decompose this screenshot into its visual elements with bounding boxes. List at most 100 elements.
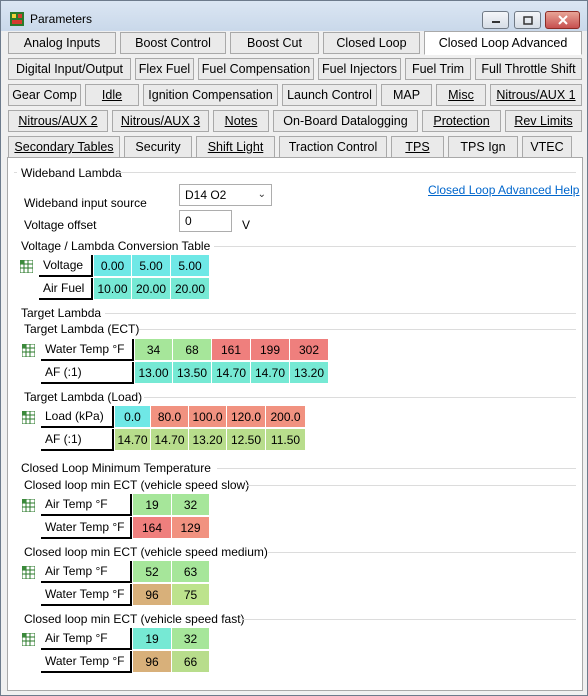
- ect-temp-cell[interactable]: 161: [212, 339, 251, 361]
- tab-ignition-compensation[interactable]: Ignition Compensation: [143, 84, 278, 106]
- load-kpa-cell[interactable]: 80.0: [151, 406, 189, 428]
- medium-water-cell[interactable]: 75: [172, 584, 210, 606]
- medium-air-cell[interactable]: 63: [172, 561, 210, 583]
- tab-secondary-tables-label: Secondary Tables: [14, 140, 114, 154]
- maximize-icon: [522, 15, 533, 25]
- tab-nitrous-aux-3[interactable]: Nitrous/AUX 3: [112, 110, 209, 132]
- min-temp-medium-title: Closed loop min ECT (vehicle speed mediu…: [24, 545, 268, 559]
- tab-shift-light[interactable]: Shift Light: [196, 136, 275, 158]
- wideband-input-source-label: Wideband input source: [24, 196, 147, 210]
- table-grid-icon: [20, 260, 33, 273]
- tab-onboard-datalogging[interactable]: On-Board Datalogging: [273, 110, 418, 132]
- slow-air-cell[interactable]: 19: [133, 494, 172, 516]
- min-temp-title: Closed Loop Minimum Temperature: [21, 461, 211, 475]
- minimize-button[interactable]: [482, 11, 509, 29]
- maximize-button[interactable]: [514, 11, 541, 29]
- conversion-airfuel-cell[interactable]: 20.00: [171, 278, 210, 300]
- tab-flex-fuel[interactable]: Flex Fuel: [135, 58, 194, 80]
- tab-tps[interactable]: TPS: [391, 136, 444, 158]
- load-af-cell[interactable]: 13.20: [189, 429, 227, 451]
- slow-air-cell[interactable]: 32: [172, 494, 210, 516]
- tab-protection[interactable]: Protection: [422, 110, 501, 132]
- ect-af-cell[interactable]: 13.50: [173, 362, 212, 384]
- tab-misc-label: Misc: [448, 88, 474, 102]
- wideband-input-source-select[interactable]: D14 O2 ⌄: [179, 184, 272, 206]
- divider: [139, 329, 576, 330]
- fast-water-cell[interactable]: 66: [172, 651, 210, 673]
- tab-closed-loop-advanced[interactable]: Closed Loop Advanced: [424, 31, 582, 55]
- medium-water-cell[interactable]: 96: [133, 584, 172, 606]
- ect-af-cell[interactable]: 13.20: [290, 362, 329, 384]
- medium-row-label-water-temp: Water Temp °F: [41, 584, 132, 606]
- tab-rev-limits[interactable]: Rev Limits: [505, 110, 582, 132]
- conversion-airfuel-cell[interactable]: 10.00: [94, 278, 132, 300]
- tab-fuel-injectors[interactable]: Fuel Injectors: [318, 58, 401, 80]
- conversion-airfuel-cell[interactable]: 20.00: [132, 278, 171, 300]
- close-button[interactable]: [545, 11, 580, 29]
- load-kpa-cell[interactable]: 120.0: [227, 406, 266, 428]
- tab-secondary-tables[interactable]: Secondary Tables: [8, 136, 120, 158]
- fast-air-cell[interactable]: 19: [133, 628, 172, 650]
- voltage-offset-input[interactable]: 0: [179, 210, 232, 232]
- slow-water-cell[interactable]: 129: [172, 517, 210, 539]
- conversion-voltage-cell[interactable]: 5.00: [171, 255, 210, 277]
- load-kpa-cell[interactable]: 0.0: [115, 406, 151, 428]
- tab-map[interactable]: MAP: [381, 84, 432, 106]
- ect-temp-cell[interactable]: 34: [135, 339, 173, 361]
- divider: [144, 397, 576, 398]
- tab-vtec[interactable]: VTEC: [522, 136, 572, 158]
- tab-nitrous-aux-1[interactable]: Nitrous/AUX 1: [490, 84, 582, 106]
- tab-traction-control[interactable]: Traction Control: [279, 136, 387, 158]
- load-kpa-cell[interactable]: 100.0: [189, 406, 227, 428]
- medium-air-cell[interactable]: 52: [133, 561, 172, 583]
- tab-misc[interactable]: Misc: [436, 84, 486, 106]
- ect-temp-cell[interactable]: 302: [290, 339, 329, 361]
- ect-af-cell[interactable]: 14.70: [251, 362, 290, 384]
- tab-nitrous-aux-2[interactable]: Nitrous/AUX 2: [8, 110, 108, 132]
- closed-loop-advanced-help-link[interactable]: Closed Loop Advanced Help: [428, 183, 580, 197]
- load-af-cell[interactable]: 12.50: [227, 429, 266, 451]
- ect-af-cell[interactable]: 13.00: [135, 362, 173, 384]
- tab-protection-label: Protection: [433, 114, 490, 128]
- voltage-offset-unit: V: [242, 218, 251, 232]
- table-grid-icon: [22, 411, 35, 424]
- conversion-row-label-airfuel: Air Fuel: [39, 278, 93, 300]
- ect-temp-cell[interactable]: 68: [173, 339, 212, 361]
- load-kpa-cell[interactable]: 200.0: [266, 406, 306, 428]
- tab-tps-ign[interactable]: TPS Ign: [448, 136, 518, 158]
- fast-air-cell[interactable]: 32: [172, 628, 210, 650]
- target-lambda-load-title: Target Lambda (Load): [24, 390, 143, 404]
- load-af-cell[interactable]: 11.50: [266, 429, 306, 451]
- tab-launch-control[interactable]: Launch Control: [282, 84, 377, 106]
- divider: [268, 552, 576, 553]
- tab-fuel-compensation[interactable]: Fuel Compensation: [198, 58, 314, 80]
- ect-row-label-water-temp: Water Temp °F: [41, 339, 134, 361]
- minimize-icon: [491, 21, 500, 23]
- load-af-cell[interactable]: 14.70: [115, 429, 151, 451]
- slow-water-cell[interactable]: 164: [133, 517, 172, 539]
- tab-nitrous-aux-1-label: Nitrous/AUX 1: [496, 88, 576, 102]
- tab-fuel-trim[interactable]: Fuel Trim: [405, 58, 471, 80]
- tab-full-throttle-shift[interactable]: Full Throttle Shift: [475, 58, 582, 80]
- table-grid-icon: [22, 566, 35, 579]
- table-grid-icon: [22, 344, 35, 357]
- tab-gear-comp[interactable]: Gear Comp: [8, 84, 81, 106]
- load-row-label-kpa: Load (kPa): [41, 406, 114, 428]
- load-row-label-af: AF (:1): [41, 429, 114, 451]
- tab-notes[interactable]: Notes: [213, 110, 269, 132]
- conversion-voltage-cell[interactable]: 5.00: [132, 255, 171, 277]
- tab-boost-cut[interactable]: Boost Cut: [230, 32, 319, 54]
- fast-water-cell[interactable]: 96: [133, 651, 172, 673]
- tab-boost-control[interactable]: Boost Control: [120, 32, 226, 54]
- ect-temp-cell[interactable]: 199: [251, 339, 290, 361]
- conversion-voltage-cell[interactable]: 0.00: [94, 255, 132, 277]
- tab-digital-io[interactable]: Digital Input/Output: [8, 58, 131, 80]
- tab-idle[interactable]: Idle: [85, 84, 139, 106]
- tab-analog-inputs[interactable]: Analog Inputs: [8, 32, 116, 54]
- wideband-group-title: Wideband Lambda: [21, 166, 122, 180]
- load-af-cell[interactable]: 14.70: [151, 429, 189, 451]
- tab-security[interactable]: Security: [124, 136, 192, 158]
- ect-af-cell[interactable]: 14.70: [212, 362, 251, 384]
- conversion-row-label-voltage: Voltage: [39, 255, 93, 277]
- tab-closed-loop[interactable]: Closed Loop: [323, 32, 420, 54]
